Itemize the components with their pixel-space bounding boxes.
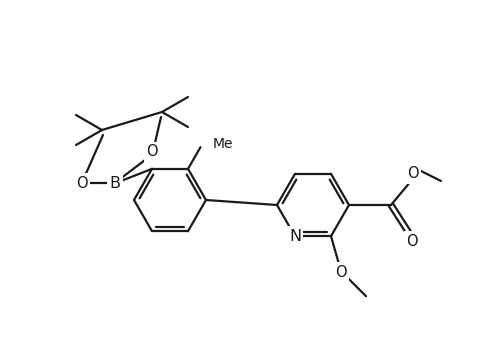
Text: N: N [288, 229, 301, 244]
Text: O: O [146, 145, 157, 159]
Text: O: O [334, 265, 346, 280]
Text: O: O [407, 167, 418, 182]
Text: Me: Me [212, 137, 232, 151]
Text: B: B [109, 175, 120, 190]
Text: O: O [405, 234, 417, 249]
Text: O: O [76, 175, 88, 190]
